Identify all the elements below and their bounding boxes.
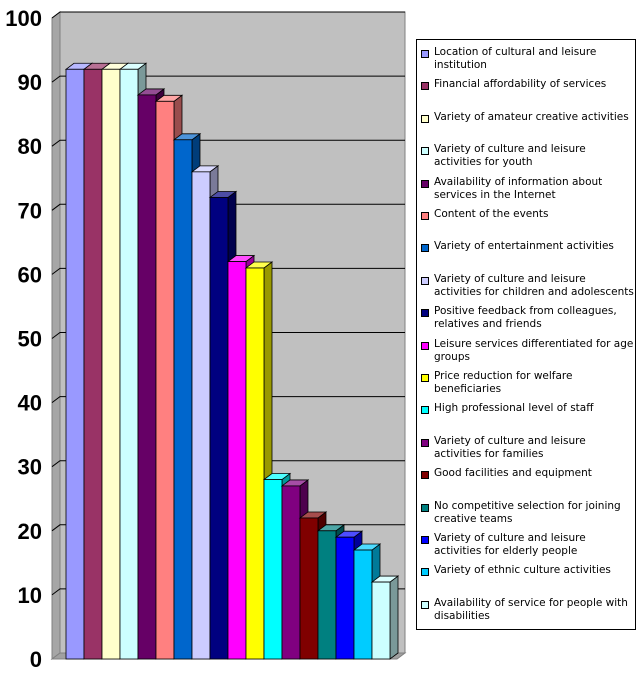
y-axis-tick-labels: 0 10 20 30 40 50 60 70 80 90 100 <box>5 6 42 672</box>
legend-swatch <box>421 276 429 285</box>
legend-swatch <box>421 341 429 350</box>
legend-label: Content of the events <box>434 208 549 220</box>
legend-swatch <box>421 179 429 188</box>
legend-label: Variety of ethnic culture activities <box>434 564 611 577</box>
legend-label: Variety of culture and leisure activitie… <box>434 143 586 169</box>
legend-item: Variety of culture and leisure activitie… <box>421 435 635 461</box>
bar-front <box>245 267 265 660</box>
legend-item: Availability of information about servic… <box>421 176 635 202</box>
legend-item: No competitive selection for joining cre… <box>421 500 635 526</box>
legend-label: Leisure services differentiated for age … <box>434 337 634 363</box>
gridline <box>51 203 405 211</box>
bars <box>64 62 400 660</box>
legend-label: Financial affordability of services <box>434 78 607 91</box>
legend-label: Price reduction for welfare beneficiarie… <box>434 370 573 395</box>
legend-label: Variety of culture and leisure activitie… <box>434 272 634 298</box>
gridline <box>51 267 405 275</box>
legend-swatch <box>421 438 429 447</box>
y-tick-label: 60 <box>18 262 42 287</box>
legend-swatch <box>421 406 429 415</box>
legend-label: Variety of amateur creative activities <box>434 110 629 123</box>
y-tick-label: 20 <box>18 519 42 544</box>
legend-label: Positive feedback from colleagues, relat… <box>434 305 617 331</box>
legend: Location of cultural and leisure institu… <box>416 39 636 630</box>
legend-swatch <box>421 212 429 220</box>
y-tick-label: 100 <box>5 6 42 31</box>
bar-front <box>119 68 139 660</box>
y-tick-label: 80 <box>18 134 42 159</box>
legend-label: Availability of service for people with … <box>434 596 628 622</box>
y-tick-label: 40 <box>18 391 42 416</box>
bar-front <box>155 100 175 660</box>
y-tick-label: 0 <box>30 647 42 672</box>
bar-front <box>263 479 283 660</box>
bar-front <box>371 581 391 660</box>
legend-swatch <box>421 50 429 58</box>
legend-item: Variety of culture and leisure activitie… <box>421 143 635 169</box>
legend-item: Content of the events <box>421 208 635 221</box>
legend-swatch <box>421 309 429 318</box>
legend-label: Variety of culture and leisure activitie… <box>434 434 586 460</box>
bar <box>370 575 400 660</box>
legend-swatch <box>421 600 429 609</box>
legend-item: Financial affordability of services <box>421 78 635 91</box>
legend-swatch <box>421 503 429 512</box>
gridline <box>51 11 405 19</box>
legend-item: Variety of culture and leisure activitie… <box>421 273 635 299</box>
y-tick-label: 10 <box>18 583 42 608</box>
bar-front <box>83 68 103 660</box>
gridline <box>51 75 405 83</box>
legend-item: Price reduction for welfare beneficiarie… <box>421 370 635 396</box>
bar-front <box>137 94 157 660</box>
gridline <box>51 460 405 468</box>
legend-label: High professional level of staff <box>434 402 594 415</box>
legend-swatch <box>421 114 429 123</box>
legend-swatch <box>421 82 429 91</box>
legend-label: Availability of information about servic… <box>434 175 603 201</box>
legend-item: Location of cultural and leisure institu… <box>421 46 635 72</box>
y-tick-label: 90 <box>18 70 42 95</box>
bar-front <box>299 517 319 660</box>
legend-swatch <box>421 471 429 480</box>
bar-front <box>227 261 247 660</box>
gridline <box>51 332 405 339</box>
legend-item: Variety of amateur creative activities <box>421 111 635 124</box>
legend-item: Availability of service for people with … <box>421 597 635 623</box>
legend-swatch <box>421 374 429 382</box>
bar-front <box>65 68 85 660</box>
legend-item: Good facilities and equipment <box>421 467 635 480</box>
bar-front <box>173 139 193 660</box>
bar-front <box>191 171 211 660</box>
bar-front <box>335 536 355 660</box>
legend-item: Leisure services differentiated for age … <box>421 338 635 364</box>
legend-item: Variety of culture and leisure activitie… <box>421 532 635 558</box>
legend-swatch <box>421 536 429 544</box>
legend-item: High professional level of staff <box>421 402 635 415</box>
bar-front <box>209 197 229 660</box>
bar-front <box>353 549 373 660</box>
legend-label: Location of cultural and leisure institu… <box>434 46 597 71</box>
legend-swatch <box>421 147 429 156</box>
legend-item: Variety of entertainment activities <box>421 240 635 253</box>
legend-item: Positive feedback from colleagues, relat… <box>421 305 635 331</box>
legend-swatch <box>421 568 429 577</box>
bar-front <box>101 68 121 660</box>
legend-label: Good facilities and equipment <box>434 467 592 480</box>
legend-item: Variety of ethnic culture activities <box>421 564 635 577</box>
y-tick-label: 70 <box>18 198 42 223</box>
legend-label: Variety of culture and leisure activitie… <box>434 532 586 557</box>
bar-front <box>281 485 301 660</box>
bar-side <box>389 575 399 660</box>
legend-label: Variety of entertainment activities <box>434 240 614 253</box>
gridline <box>51 396 405 404</box>
legend-label: No competitive selection for joining cre… <box>434 499 621 525</box>
legend-swatch <box>421 244 429 253</box>
y-tick-label: 50 <box>18 327 42 352</box>
y-tick-label: 30 <box>18 455 42 480</box>
bar-front <box>317 530 337 660</box>
gridline <box>51 139 405 147</box>
